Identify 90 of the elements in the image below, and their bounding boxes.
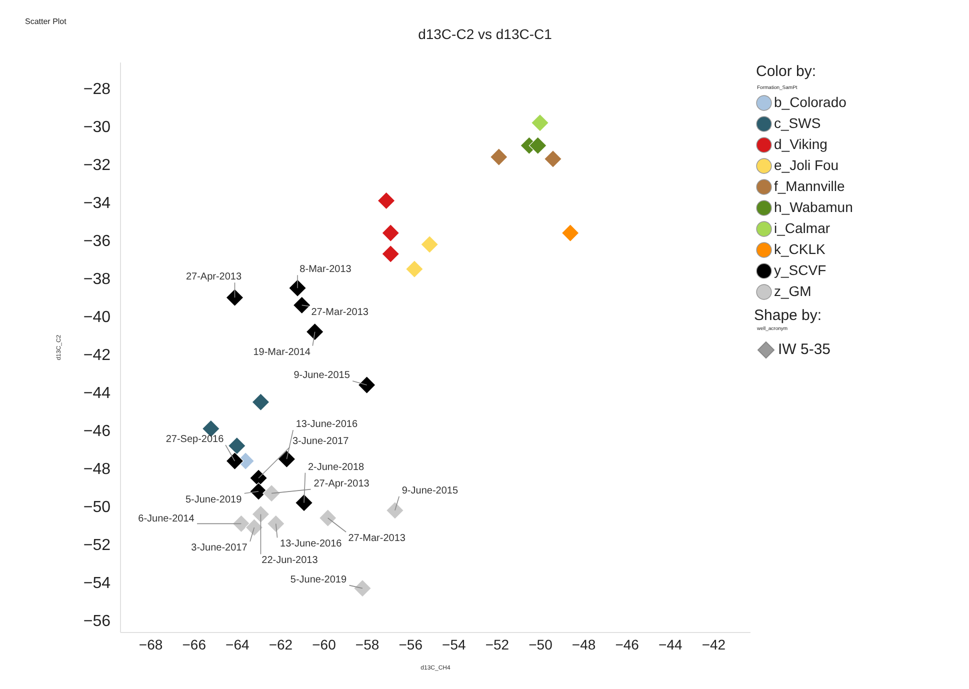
y-tick-label: −32 <box>83 157 111 174</box>
annotation: 2-June-2018 <box>308 462 365 473</box>
point <box>252 505 270 524</box>
annotation: 13-June-2016 <box>296 419 358 430</box>
annotation: 19-Mar-2014 <box>253 346 311 358</box>
point <box>377 192 396 210</box>
y-tick-label: −56 <box>83 613 111 630</box>
x-tick-label: −56 <box>398 636 423 652</box>
annotation: 9-June-2015 <box>402 485 458 496</box>
x-tick-label: −54 <box>442 636 466 652</box>
annotation: 3-June-2017 <box>292 436 350 448</box>
point <box>252 393 270 412</box>
x-tick-label: −60 <box>312 636 336 652</box>
annotation: 8-Mar-2013 <box>300 264 352 276</box>
point <box>528 136 547 155</box>
legend-label: y_SCVF <box>774 262 826 278</box>
annotation: 6-June-2014 <box>138 514 195 525</box>
annotation: 13-June-2016 <box>280 538 342 550</box>
y-tick-label: −38 <box>83 271 111 288</box>
point <box>306 322 324 341</box>
point <box>278 450 296 468</box>
x-tick-label: −52 <box>485 636 510 652</box>
legend-title: Color by: <box>756 63 816 80</box>
annotation: 22-Jun-2013 <box>262 555 318 566</box>
point <box>226 452 244 470</box>
y-tick-label: −42 <box>83 347 111 364</box>
point <box>288 279 306 298</box>
legend-label: c_SWS <box>774 115 821 131</box>
x-tick-label: −58 <box>355 636 380 652</box>
point <box>226 288 244 307</box>
annotation: 27-Sep-2016 <box>166 434 224 445</box>
y-tick-label: −50 <box>83 499 111 516</box>
annotation: 27-Mar-2013 <box>311 307 369 318</box>
x-tick-label: −44 <box>658 636 682 652</box>
point <box>490 148 508 166</box>
x-tick-label: −48 <box>572 636 596 652</box>
point <box>358 376 376 394</box>
x-tick-label: −50 <box>528 636 553 652</box>
legend-label: e_Joli Fou <box>774 157 839 173</box>
x-tick-label: −42 <box>702 636 726 652</box>
point <box>232 514 250 533</box>
y-tick-label: −34 <box>83 195 111 212</box>
point <box>405 260 424 278</box>
text: Scatter Plot <box>25 17 66 26</box>
y-tick-label: −48 <box>83 461 111 478</box>
point <box>318 509 337 527</box>
y-tick-label: −44 <box>83 385 111 402</box>
x-tick-label: −64 <box>226 636 250 652</box>
legend-label: k_CKLK <box>774 241 826 257</box>
y-tick-label: −36 <box>83 233 111 250</box>
legend-label: h_Wabamun <box>774 199 853 215</box>
legend-label: z_GM <box>774 283 812 299</box>
point <box>386 501 404 520</box>
legend-label: f_Mannville <box>774 178 846 194</box>
point <box>382 244 400 263</box>
x-tick-label: −68 <box>138 636 163 652</box>
point <box>531 114 549 132</box>
y-tick-label: −54 <box>83 575 111 592</box>
legend-label: b_Colorado <box>774 94 847 110</box>
annotation: 5-June-2019 <box>185 494 242 506</box>
point <box>228 436 246 455</box>
y-tick-label: −30 <box>83 119 111 136</box>
legend-label: i_Calmar <box>774 220 830 236</box>
y-tick-label: −52 <box>83 537 111 554</box>
point <box>420 235 439 254</box>
point <box>292 296 311 314</box>
annotation: 5-June-2019 <box>290 574 347 586</box>
point <box>354 579 372 598</box>
annotation: 27-Apr-2013 <box>314 478 370 490</box>
annotation: 27-Apr-2013 <box>186 272 242 283</box>
x-tick-label: −66 <box>182 636 206 652</box>
annotation: 27-Mar-2013 <box>348 533 406 544</box>
text: IW 5-35 <box>778 341 831 358</box>
chart-title: d13C-C2 vs d13C-C1 <box>418 26 552 42</box>
annotation: 3-June-2017 <box>191 542 248 554</box>
point <box>262 484 281 502</box>
y-tick-label: −28 <box>83 81 111 98</box>
point <box>266 514 285 533</box>
point <box>544 150 562 168</box>
legend-label: d_Viking <box>774 136 828 152</box>
point <box>295 494 313 512</box>
annotation: 9-June-2015 <box>294 370 350 381</box>
x-tick-label: −62 <box>268 636 293 652</box>
x-tick-label: −46 <box>615 636 640 652</box>
point <box>382 224 400 242</box>
point <box>561 224 580 242</box>
y-tick-label: −46 <box>83 423 111 440</box>
y-tick-label: −40 <box>83 309 111 326</box>
text: Shape by: <box>754 307 822 324</box>
point <box>245 518 264 536</box>
